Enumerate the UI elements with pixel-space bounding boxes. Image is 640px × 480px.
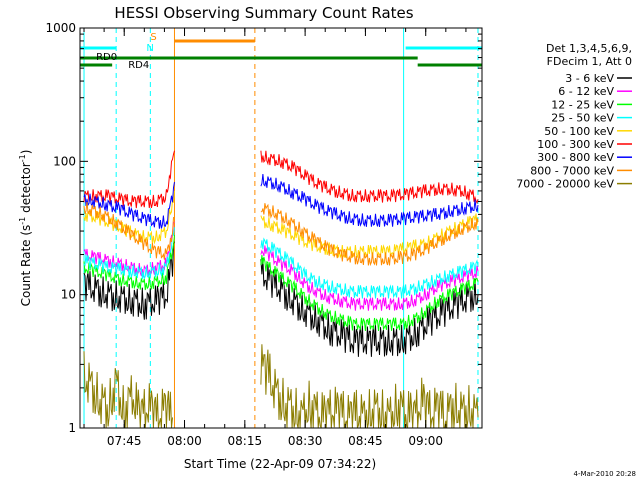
- x-tick-label: 09:00: [408, 434, 443, 448]
- series-line: [260, 150, 479, 205]
- flags-layer: SN RD0 RD4: [80, 32, 482, 71]
- series-line: [83, 241, 175, 320]
- legend-entry-label: 3 - 6 keV: [565, 72, 614, 85]
- legend-entry-label: 300 - 800 keV: [537, 151, 614, 164]
- x-axis-label: Start Time (22-Apr-09 07:34:22): [184, 457, 376, 471]
- rd4-flag-label: RD4: [128, 60, 149, 71]
- legend-entry-label: 50 - 100 keV: [544, 125, 614, 138]
- legend-entry-label: 100 - 300 keV: [537, 138, 614, 151]
- legend-entry-label: 6 - 12 keV: [558, 85, 614, 98]
- series-line: [83, 181, 175, 229]
- legend-entry-label: 25 - 50 keV: [551, 112, 614, 125]
- x-axis: 07:45 08:00 08:15 08:30 08:45 09:00: [83, 28, 467, 448]
- rd0-flag-label: RD0: [96, 52, 117, 63]
- series-line: [260, 237, 479, 299]
- night-flag-label: N: [146, 43, 153, 54]
- series-line: [83, 351, 173, 428]
- y-axis: 1 10 100 1000: [45, 21, 482, 435]
- vertical-markers: [83, 28, 479, 428]
- legend-header-2: FDecim 1, Att 0: [547, 55, 632, 68]
- series-line: [260, 213, 479, 259]
- legend-header-1: Det 1,3,4,5,6,9,: [546, 42, 632, 55]
- legend-entry-label: 12 - 25 keV: [551, 98, 614, 111]
- series-line: [83, 201, 175, 260]
- chart-title: HESSI Observing Summary Count Rates: [114, 4, 413, 22]
- plot-frame: [79, 27, 483, 429]
- series-layer: [83, 150, 479, 428]
- footer-date: 4-Mar-2010 20:28: [574, 470, 636, 478]
- series-line: [260, 254, 479, 331]
- series-line: [260, 344, 479, 428]
- y-tick-label: 1000: [45, 21, 76, 35]
- saa-flag-label: S: [150, 32, 156, 43]
- legend-entry-label: 7000 - 20000 keV: [516, 178, 614, 191]
- x-tick-label: 08:15: [228, 434, 263, 448]
- x-tick-label: 08:00: [167, 434, 202, 448]
- series-line: [260, 174, 479, 228]
- y-tick-label: 100: [53, 154, 76, 168]
- plot-region: SN RD0 RD4: [79, 27, 483, 429]
- series-line: [83, 227, 175, 280]
- x-tick-label: 08:30: [288, 434, 323, 448]
- legend-entry-label: 800 - 7000 keV: [530, 164, 614, 177]
- x-tick-label: 08:45: [348, 434, 383, 448]
- y-tick-label: 10: [61, 288, 76, 302]
- series-line: [260, 203, 479, 267]
- y-tick-label: 1: [68, 421, 76, 435]
- series-line: [260, 245, 479, 311]
- series-line: [83, 150, 175, 209]
- y-axis-label: Count Rate (s-1 detector-1): [18, 150, 33, 307]
- series-line: [83, 234, 175, 291]
- legend: Det 1,3,4,5,6,9, FDecim 1, Att 0 3 - 6 k…: [516, 42, 632, 191]
- x-tick-label: 07:45: [107, 434, 142, 448]
